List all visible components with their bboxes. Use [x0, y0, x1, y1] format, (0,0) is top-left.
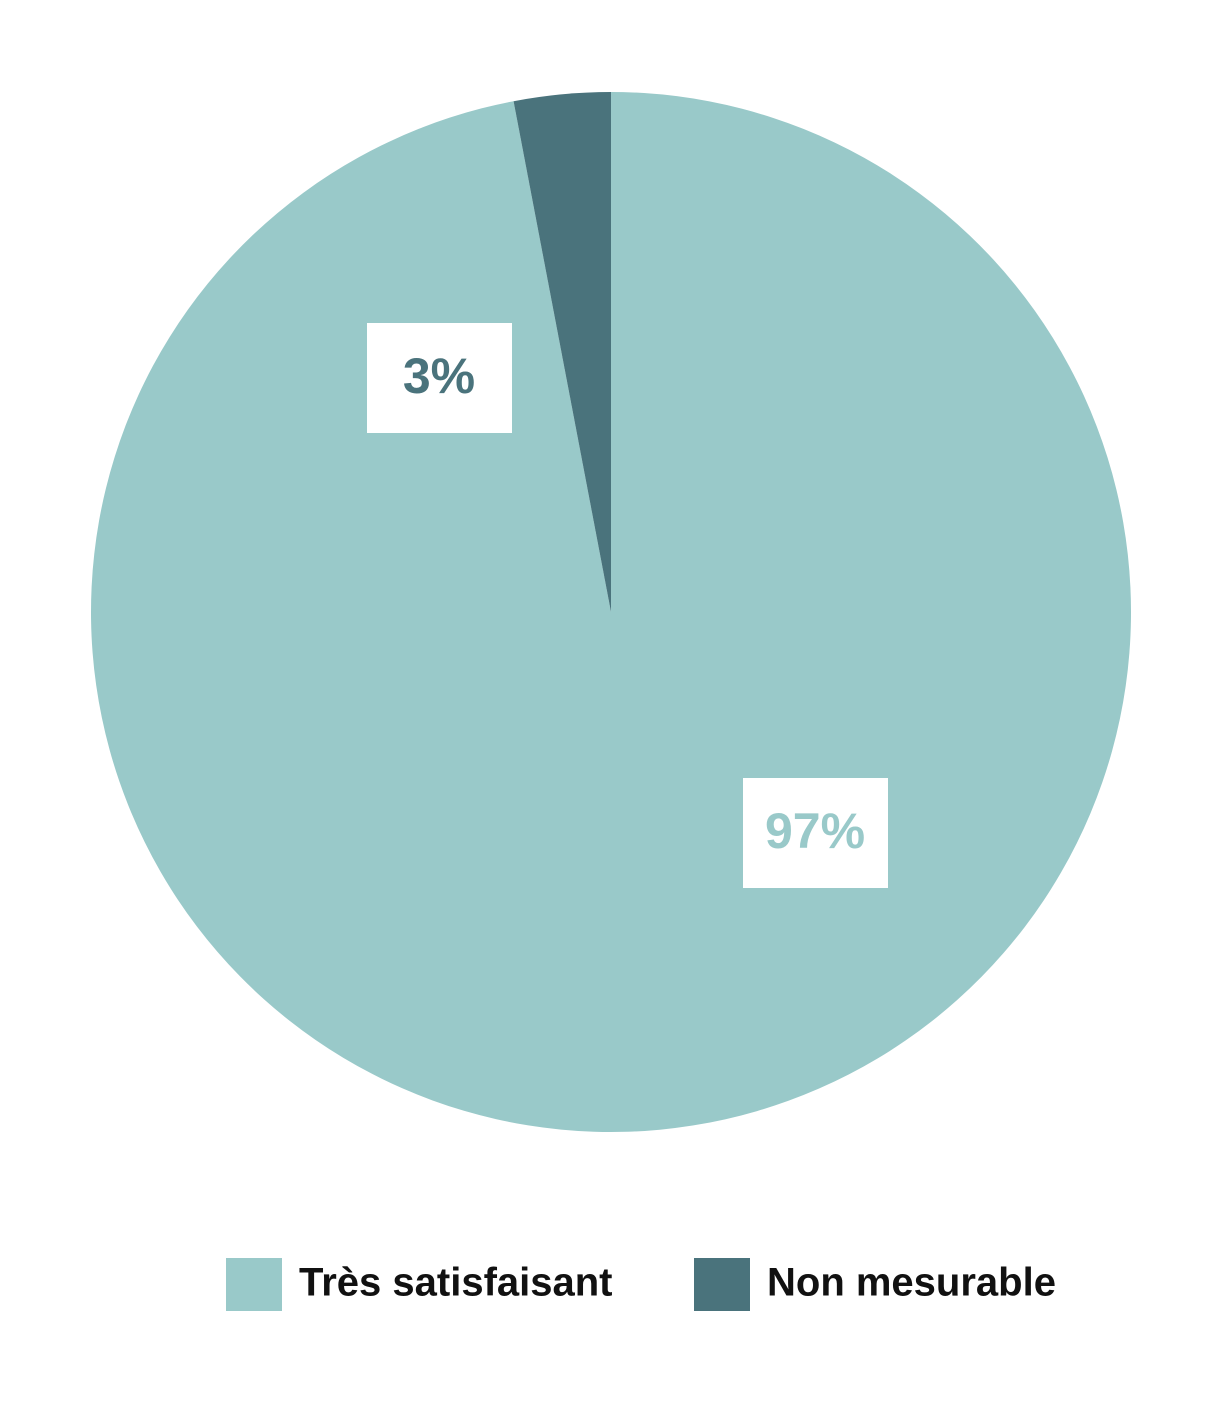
data-label: 3%: [403, 348, 475, 404]
legend-label: Très satisfaisant: [299, 1261, 613, 1305]
label-box: [743, 778, 888, 888]
legend-label: Non mesurable: [767, 1261, 1056, 1305]
label-box: [367, 323, 512, 433]
pie-slice: [513, 92, 611, 612]
legend-swatch: [226, 1258, 282, 1311]
pie-slice: [91, 92, 1132, 1133]
data-label: 97%: [765, 803, 865, 859]
legend-swatch: [694, 1258, 750, 1311]
